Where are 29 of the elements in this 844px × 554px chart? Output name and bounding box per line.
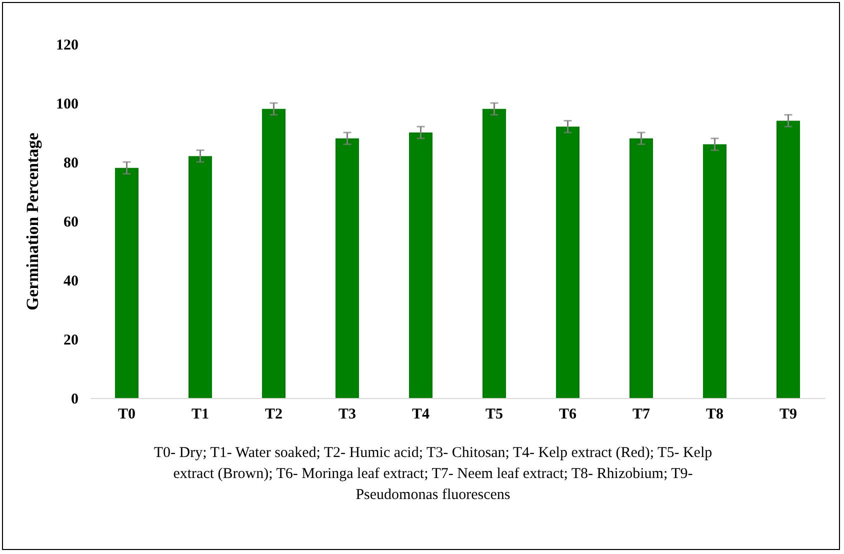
bar [702,144,727,398]
bar [188,156,212,398]
y-tick-label: 60 [64,214,78,230]
x-tick-label: T9 [779,406,798,422]
y-tick-label: 120 [56,38,78,54]
x-tick-label: T7 [632,406,650,422]
y-tick-label: 0 [71,392,78,408]
x-tick-label: T4 [412,406,430,422]
y-tick-label: 100 [56,96,78,112]
bar [408,132,433,398]
x-tick-label: T0 [118,406,136,422]
y-tick-label: 20 [64,332,78,348]
bar [556,126,580,398]
bar [262,108,286,398]
bar [629,138,654,398]
x-tick-label: T8 [706,406,724,422]
y-axis-title: Germination Percentage [23,132,42,310]
bar [335,138,360,398]
x-tick-label: T1 [191,406,210,422]
y-tick-label: 80 [64,156,78,172]
text: T0- Dry; T1- Water soaked; T2- Humic acid; T3- Chitosan; T4- Kelp extract (Red); T5- Kelp extract (Brown); T6- Moringa leaf extract; T7- Neem leaf extract; T8- Rhizobium; T9- Pseudomonas fluorescens [153,444,713,505]
y-tick-label: 40 [64,274,78,290]
bar [776,120,800,398]
bar [114,168,139,398]
x-tick-label: T5 [485,406,504,422]
x-tick-label: T3 [338,406,356,422]
bar [482,108,506,398]
x-tick-label: T2 [264,406,283,422]
x-tick-label: T6 [558,406,577,422]
